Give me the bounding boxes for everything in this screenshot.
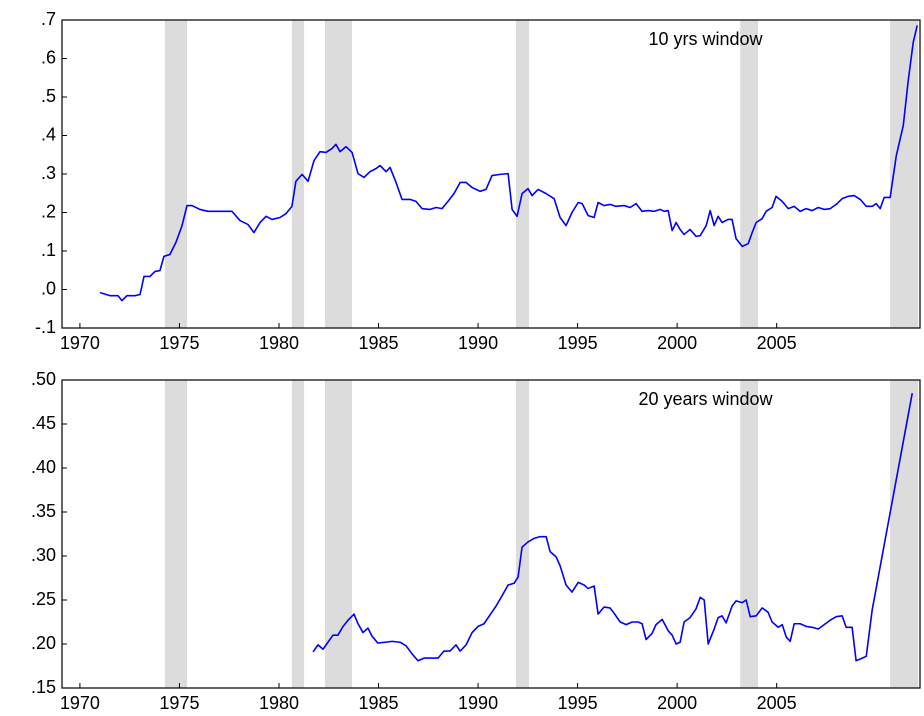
recession-band: [516, 380, 530, 688]
y-tick-label: .20: [31, 633, 56, 653]
x-tick-label: 1990: [458, 333, 498, 353]
recession-band: [324, 380, 353, 688]
x-tick-label: 1975: [159, 693, 199, 713]
recession-band: [890, 380, 919, 688]
annotation: 10 yrs window: [648, 29, 763, 49]
y-tick-label: .0: [41, 278, 56, 298]
y-tick-label: .4: [41, 124, 56, 144]
y-tick-label: .40: [31, 457, 56, 477]
x-tick-label: 2000: [657, 333, 697, 353]
plot-frame: [61, 379, 921, 689]
y-tick-label: .1: [41, 240, 56, 260]
series-line: [312, 393, 914, 662]
y-tick-label: .3: [41, 163, 56, 183]
recession-band: [516, 20, 530, 328]
y-tick-label: .5: [41, 86, 56, 106]
recession-band: [291, 20, 305, 328]
recession-band: [740, 20, 759, 328]
recession-band: [740, 380, 759, 688]
x-tick-label: 2000: [657, 693, 697, 713]
y-tick-label: .2: [41, 201, 56, 221]
recession-band: [890, 20, 919, 328]
y-tick-label: .35: [31, 501, 56, 521]
plot-frame: [61, 19, 921, 329]
y-tick-label: .7: [41, 9, 56, 29]
recession-band: [291, 380, 305, 688]
annotation: 20 years window: [638, 389, 773, 409]
x-tick-label: 1995: [558, 693, 598, 713]
x-tick-label: 1970: [60, 333, 100, 353]
x-tick-label: 1985: [359, 333, 399, 353]
recession-band: [164, 380, 188, 688]
y-tick-label: .30: [31, 545, 56, 565]
y-tick-label: .45: [31, 413, 56, 433]
y-tick-label: .15: [31, 677, 56, 697]
x-tick-label: 1990: [458, 693, 498, 713]
recession-band: [164, 20, 188, 328]
x-tick-label: 1985: [359, 693, 399, 713]
x-tick-label: 2005: [757, 333, 797, 353]
x-tick-label: 1995: [558, 333, 598, 353]
x-tick-label: 1970: [60, 693, 100, 713]
y-tick-label: .6: [41, 47, 56, 67]
series-line: [99, 25, 918, 302]
y-tick-label: -.1: [35, 317, 56, 337]
x-tick-label: 1975: [159, 333, 199, 353]
x-tick-label: 2005: [757, 693, 797, 713]
recession-band: [324, 20, 353, 328]
x-tick-label: 1980: [259, 693, 299, 713]
x-tick-label: 1980: [259, 333, 299, 353]
y-tick-label: .50: [31, 369, 56, 389]
y-tick-label: .25: [31, 589, 56, 609]
